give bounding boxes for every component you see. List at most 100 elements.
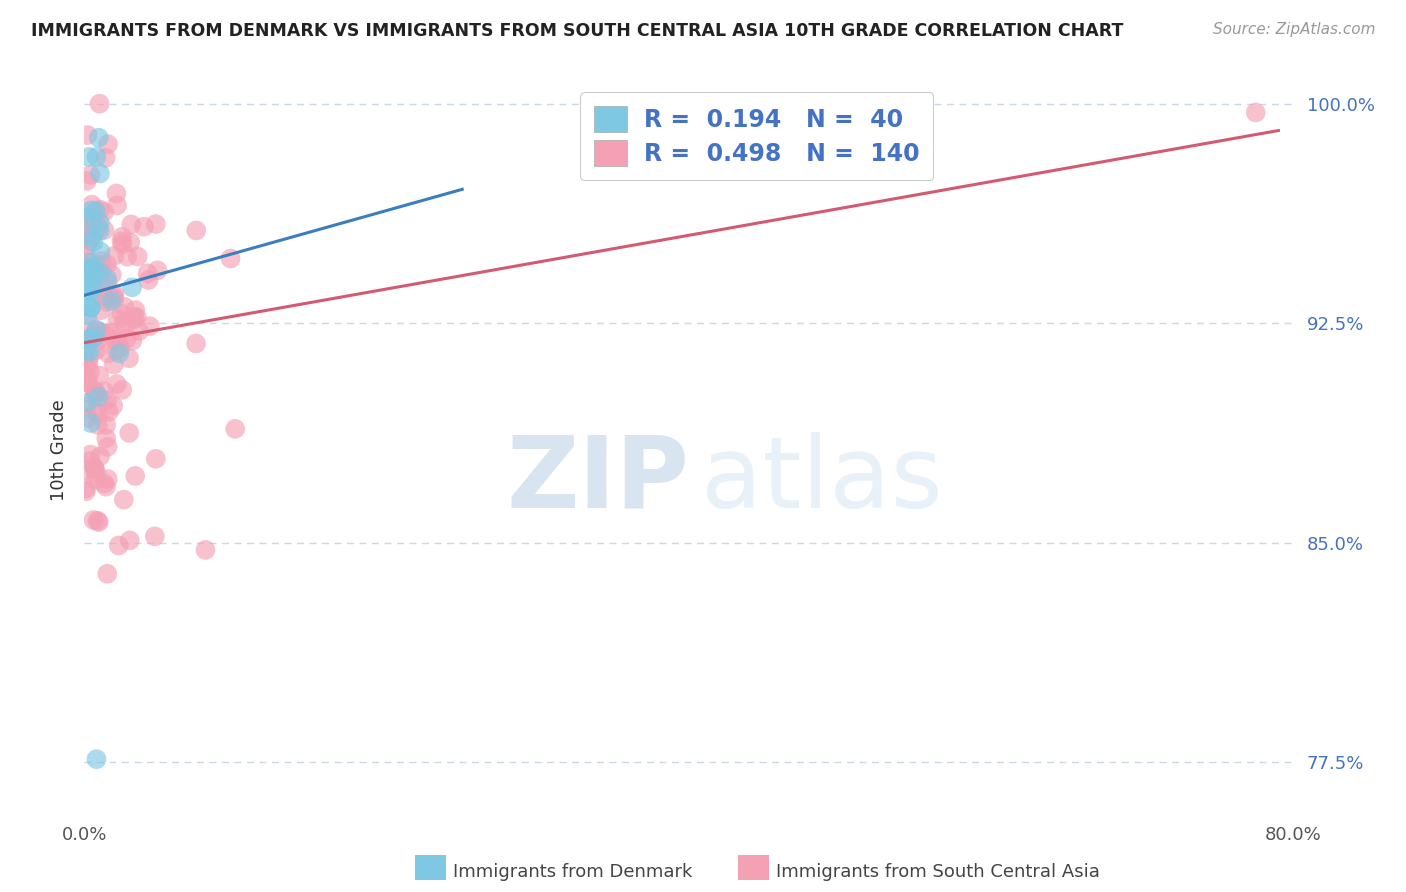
Point [76, 359, 98, 374]
Point [79, 263, 101, 277]
Point [121, 280, 143, 294]
Point [108, 341, 131, 355]
Point [97, 405, 120, 419]
Point [77, 411, 100, 425]
Point [84, 462, 107, 476]
Point [111, 237, 134, 252]
Point [112, 300, 135, 314]
Point [93, 476, 115, 491]
Point [83, 207, 105, 221]
Point [86, 285, 108, 300]
Point [96, 393, 118, 408]
Point [79, 454, 101, 468]
Point [94, 151, 117, 165]
Point [107, 312, 129, 326]
Point [86, 150, 108, 164]
Point [96, 431, 118, 445]
Point [105, 186, 128, 201]
Point [96, 326, 118, 341]
Point [76, 396, 98, 410]
Point [77, 376, 100, 391]
Point [82, 228, 104, 243]
Point [128, 324, 150, 338]
Point [103, 399, 125, 413]
Point [75, 484, 97, 499]
Point [76, 240, 98, 254]
Point [219, 252, 242, 266]
Point [90, 260, 112, 274]
Point [97, 440, 120, 454]
Point [76, 128, 98, 142]
Point [101, 268, 124, 282]
Point [79, 416, 101, 430]
Point [80, 197, 103, 211]
Point [87, 324, 110, 338]
Point [90, 277, 112, 291]
Point [93, 205, 115, 219]
Point [84, 384, 107, 399]
Point [103, 332, 125, 346]
Point [80, 260, 103, 275]
Point [75, 358, 97, 372]
Point [83, 331, 105, 345]
Point [93, 223, 115, 237]
Point [122, 312, 145, 326]
Point [121, 334, 143, 348]
Point [97, 346, 120, 360]
Point [184, 336, 207, 351]
Point [79, 262, 101, 277]
Point [96, 417, 118, 432]
Point [118, 425, 141, 440]
Point [84, 203, 107, 218]
Point [79, 168, 101, 182]
Point [89, 264, 111, 278]
Point [94, 480, 117, 494]
Point [103, 290, 125, 304]
Text: Immigrants from South Central Asia: Immigrants from South Central Asia [776, 863, 1099, 881]
Y-axis label: 10th Grade: 10th Grade [51, 400, 69, 501]
Point [96, 272, 118, 286]
Point [84, 404, 107, 418]
Point [82, 284, 104, 298]
Point [76, 308, 98, 322]
Point [110, 235, 132, 249]
Point [143, 529, 166, 543]
Point [97, 276, 120, 290]
Point [224, 422, 246, 436]
Point [138, 273, 160, 287]
Point [79, 350, 101, 364]
Point [108, 346, 131, 360]
Point [86, 752, 108, 766]
Point [89, 167, 111, 181]
Point [186, 223, 208, 237]
Point [96, 289, 118, 303]
Point [103, 292, 125, 306]
Point [76, 463, 98, 477]
Point [77, 263, 100, 277]
Point [145, 451, 167, 466]
Point [103, 287, 125, 301]
Point [79, 216, 101, 230]
Point [87, 417, 110, 432]
Point [96, 295, 118, 310]
Point [127, 250, 149, 264]
Point [120, 218, 142, 232]
Point [146, 263, 169, 277]
Text: Immigrants from Denmark: Immigrants from Denmark [453, 863, 692, 881]
Point [77, 372, 100, 386]
Point [86, 323, 108, 337]
Point [77, 357, 100, 371]
Point [77, 316, 100, 330]
Point [80, 448, 103, 462]
Point [79, 345, 101, 359]
Point [77, 333, 100, 347]
Point [77, 255, 100, 269]
Point [86, 343, 108, 357]
Point [98, 326, 121, 340]
Point [194, 542, 217, 557]
Point [84, 384, 107, 399]
Point [77, 150, 100, 164]
Point [83, 513, 105, 527]
Point [120, 235, 142, 250]
Point [79, 277, 101, 292]
